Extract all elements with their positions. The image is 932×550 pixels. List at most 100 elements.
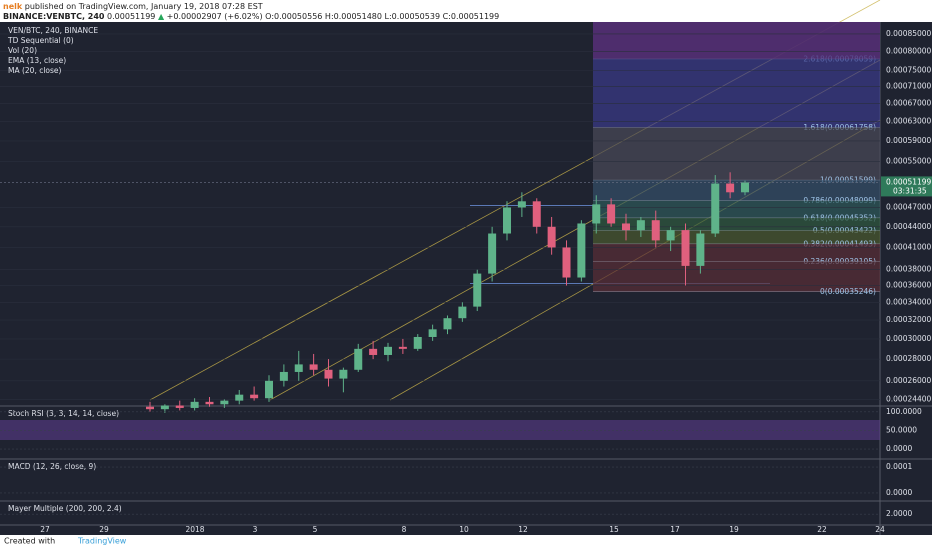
- pane-tick-label: 0.0001: [886, 462, 912, 471]
- candle-body: [726, 183, 735, 193]
- x-tick-label: 19: [729, 525, 739, 534]
- close: C:0.00051199: [443, 12, 500, 21]
- header-line: nelk published on TradingView.com, Janua…: [3, 2, 263, 11]
- candle-body: [250, 394, 259, 399]
- candle-body: [607, 204, 616, 224]
- candle-body: [146, 406, 154, 410]
- x-tick-label: 15: [609, 525, 619, 534]
- candle-body: [666, 230, 675, 241]
- price-tag-countdown: 03:31:35: [893, 186, 927, 195]
- candle-body: [562, 247, 571, 278]
- y-tick-label: 0.00059000: [886, 136, 932, 145]
- candle-body: [622, 223, 630, 231]
- candle-body: [279, 371, 288, 381]
- x-tick-label: 24: [875, 525, 885, 534]
- candle-body: [220, 400, 229, 405]
- x-tick-label: 2018: [185, 525, 204, 534]
- change: +0.00002907 (+6.02%): [167, 12, 263, 21]
- fib-top-band: [593, 22, 880, 59]
- fib-band: [593, 200, 880, 218]
- candle-body: [503, 207, 511, 234]
- pane-title: MACD (12, 26, close, 9): [8, 462, 96, 471]
- x-tick-label: 27: [40, 525, 50, 534]
- y-tick-label: 0.00032000: [886, 315, 932, 324]
- candle-body: [741, 182, 749, 193]
- open: O:0.00050556: [265, 12, 322, 21]
- y-tick-label: 0.00026000: [886, 376, 932, 385]
- pane-tick-label: 100.0000: [886, 407, 922, 416]
- y-tick-label: 0.00067000: [886, 99, 932, 108]
- up-arrow: ▲: [158, 12, 165, 21]
- legend-item: EMA (13, close): [8, 56, 66, 65]
- candle-body: [265, 380, 273, 399]
- candle-body: [517, 201, 526, 208]
- candle-body: [577, 223, 586, 278]
- fib-label: 1.618(0.00061758): [803, 123, 876, 132]
- pane-title: Mayer Multiple (200, 200, 2.4): [8, 504, 122, 513]
- fib-band: [593, 217, 880, 231]
- x-tick-label: 3: [253, 525, 258, 534]
- y-tick-label: 0.00041000: [886, 242, 932, 251]
- candle-body: [309, 364, 318, 370]
- candle-body: [443, 318, 452, 330]
- symbol: BINANCE:VENBTC, 240: [3, 12, 105, 21]
- fib-band: [593, 243, 880, 262]
- fib-band: [593, 230, 880, 244]
- pane-tick-label: 0.0000: [886, 488, 912, 497]
- pane-tick-label: 50.0000: [886, 425, 917, 434]
- pane-tick-label: 0.0000: [886, 444, 912, 453]
- legend-item: Vol (20): [8, 46, 37, 55]
- y-tick-label: 0.00063000: [886, 117, 932, 126]
- candle-body: [175, 405, 184, 408]
- candle-body: [696, 233, 705, 266]
- price-tag: [881, 176, 932, 197]
- candle-body: [428, 329, 437, 337]
- published: published on TradingView.com, January 19…: [25, 2, 263, 11]
- footer-created: Created with: [4, 537, 55, 546]
- candle-body: [488, 233, 497, 274]
- candle-body: [547, 226, 556, 248]
- fib-band: [593, 127, 880, 181]
- pane-tick-label: 2.0000: [886, 509, 912, 518]
- symbol-line: BINANCE:VENBTC, 240 0.00051199 ▲ +0.0000…: [3, 12, 499, 21]
- candle-body: [339, 369, 348, 379]
- candle-body: [324, 369, 333, 379]
- legend-item: TD Sequential (0): [7, 36, 74, 45]
- candle-body: [592, 204, 601, 224]
- y-tick-label: 0.00030000: [886, 334, 932, 343]
- y-tick-label: 0.00085000: [886, 29, 932, 38]
- candle-body: [651, 220, 660, 241]
- candle-body: [294, 364, 303, 372]
- legend-item: VEN/BTC, 240, BINANCE: [8, 26, 98, 35]
- candle-body: [473, 273, 482, 307]
- candle-body: [235, 394, 244, 401]
- footer-brand: TradingView: [77, 537, 127, 546]
- candle-body: [398, 346, 407, 349]
- y-tick-label: 0.00071000: [886, 82, 932, 91]
- x-tick-label: 5: [313, 525, 318, 534]
- y-tick-label: 0.00034000: [886, 297, 932, 306]
- x-tick-label: 8: [402, 525, 407, 534]
- high: H:0.00051480: [325, 12, 382, 21]
- last: 0.00051199: [107, 12, 155, 21]
- fib-band: [593, 261, 880, 292]
- y-tick-label: 0.00024400: [886, 394, 932, 403]
- y-tick-label: 0.00075000: [886, 66, 932, 75]
- pane-title: Stoch RSI (3, 3, 14, 14, close): [8, 409, 119, 418]
- y-tick-label: 0.00080000: [886, 47, 932, 56]
- candle-body: [205, 401, 214, 405]
- low: L:0.00050539: [385, 12, 441, 21]
- candle-body: [636, 220, 645, 231]
- legend-item: MA (20, close): [8, 66, 62, 75]
- candle-body: [369, 348, 378, 355]
- candle-body: [413, 336, 422, 349]
- fib-band: [593, 180, 880, 201]
- author: nelk: [3, 2, 23, 11]
- candle-body: [190, 401, 199, 408]
- stoch-band: [0, 420, 880, 440]
- x-tick-label: 12: [518, 525, 528, 534]
- x-tick-label: 10: [459, 525, 469, 534]
- y-tick-label: 0.00036000: [886, 281, 932, 290]
- fib-band: [593, 58, 880, 128]
